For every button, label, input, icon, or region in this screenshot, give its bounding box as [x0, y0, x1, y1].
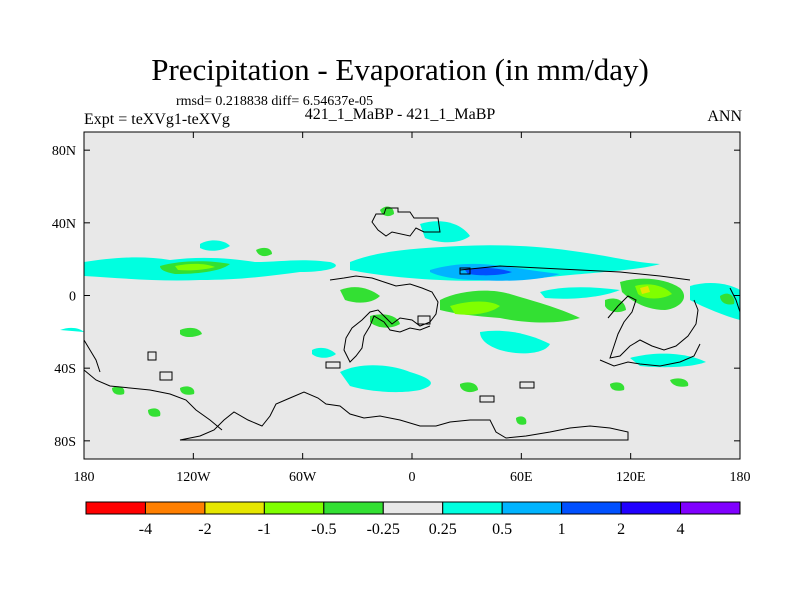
y-tick-label: 40N [52, 217, 76, 232]
colorbar-swatch [85, 501, 146, 515]
patch-green-africa-east [440, 290, 580, 323]
y-tick-label: 40S [54, 362, 76, 377]
colorbar-swatch [382, 501, 444, 515]
patch-cyan-south-africa [480, 330, 550, 354]
patch-green-nz [720, 293, 735, 305]
experiment-label: Expt = teXVg1-teXVg [84, 111, 230, 128]
x-tick-label: 180 [74, 470, 95, 485]
colorbar-label: 0.25 [429, 521, 457, 538]
patch-green-south-america-s [180, 386, 195, 395]
patch-green-aust-2 [670, 378, 689, 387]
coast-s-america-w [83, 369, 223, 431]
patch-green-pacific-w [256, 247, 272, 257]
colorbar-swatch [620, 501, 682, 515]
stats-text: rmsd= 0.218838 diff= 6.54637e-05 [176, 94, 374, 109]
season-label: ANN [707, 108, 742, 125]
y-tick-label: 80N [52, 144, 76, 159]
patch-blue-core [465, 267, 512, 276]
coast-island-3 [325, 361, 341, 369]
coast-island-2 [159, 371, 173, 381]
colorbar-swatch [144, 501, 206, 515]
x-tick-label: 180 [730, 470, 751, 485]
patch-cyan-asia-band [350, 245, 660, 281]
coast-island-7 [417, 315, 431, 325]
coast-island-5 [519, 381, 535, 389]
field-patches [60, 206, 740, 425]
x-tick-label: 0 [409, 470, 416, 485]
y-axis: 80N 40N 0 40S 80S [52, 144, 740, 450]
patch-cyan-topleft [85, 263, 108, 274]
coast-maritime [607, 295, 699, 359]
coast-island-6 [459, 267, 471, 275]
colorbar-label: -4 [139, 521, 152, 538]
patch-cyan-nw-atlantic [200, 240, 230, 251]
patch-green-south-pacific-2 [148, 408, 161, 417]
colorbar-label: 0.5 [492, 521, 512, 538]
patch-green-india [605, 298, 626, 313]
colorbar: -4 -2 -1 -0.5 -0.25 0.25 0.5 1 2 4 [85, 501, 741, 538]
coast-africa-sa [329, 275, 439, 363]
patch-green-s-ocean [516, 416, 527, 425]
colorbar-swatch [680, 501, 741, 515]
coast-east-edge [729, 287, 741, 313]
coast-europe [371, 207, 441, 237]
patch-cyan-west-pacific-s [630, 353, 706, 368]
coast-australia [599, 343, 701, 367]
patch-green-australia [610, 382, 625, 391]
patch-yellow-maritime [640, 286, 650, 294]
colorbar-label: 4 [677, 521, 685, 538]
x-tick-label: 60E [510, 470, 533, 485]
patch-lightgreen-pacific-nw [175, 263, 215, 271]
colorbar-label: -0.25 [367, 521, 400, 538]
colorbar-swatch [561, 501, 622, 515]
colorbar-swatch [442, 501, 503, 515]
y-tick-label: 80S [54, 435, 76, 450]
colorbar-label: -0.5 [311, 521, 336, 538]
patch-cyan-indian-w [540, 287, 620, 299]
patch-green-left-edge [112, 386, 125, 395]
case-label: 421_1_MaBP - 421_1_MaBP [304, 106, 496, 123]
y-tick-label: 0 [69, 290, 76, 305]
colorbar-swatch [263, 501, 325, 515]
coast-antarctica [179, 391, 629, 441]
patch-green-pacific-s [180, 327, 202, 337]
coastlines [83, 207, 741, 441]
patch-cyan-east-pacific [690, 283, 740, 320]
patch-green-amazon [340, 287, 380, 303]
x-tick-label: 60W [289, 470, 317, 485]
x-tick-label: 120E [616, 470, 646, 485]
colorbar-swatch [323, 501, 384, 515]
colorbar-swatch [501, 501, 563, 515]
patch-lightgreen-africa [450, 301, 500, 315]
colorbar-label: 1 [558, 521, 566, 538]
patch-green-s-africa [460, 382, 478, 393]
patch-cyan-south-pacific [60, 327, 84, 332]
patch-cyan-south-atlantic [340, 365, 431, 393]
chart-title: Precipitation - Evaporation (in mm/day) [151, 52, 649, 87]
x-axis: 180 120W 60W 0 60E 120E 180 [74, 132, 751, 485]
patch-cyan-europe [420, 221, 470, 243]
x-tick-label: 120W [176, 470, 211, 485]
colorbar-label: -2 [198, 521, 211, 538]
coast-island-1 [147, 351, 157, 361]
colorbar-label: 2 [617, 521, 625, 538]
coast-asia [459, 265, 691, 281]
patch-cyan-south-america-w [312, 347, 336, 358]
colorbar-label: -1 [258, 521, 271, 538]
colorbar-swatch [204, 501, 265, 515]
coast-island-4 [479, 395, 495, 403]
coast-west-edge [83, 339, 101, 373]
